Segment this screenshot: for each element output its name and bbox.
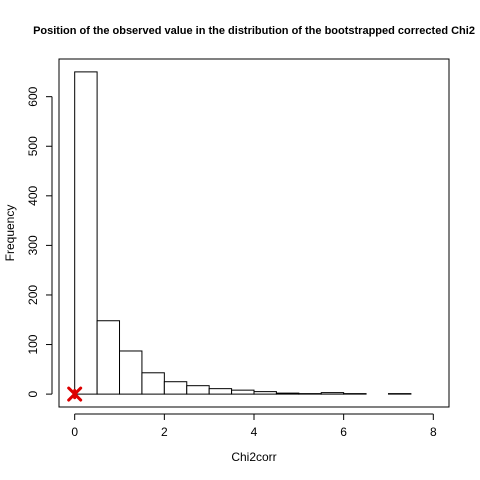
y-tick-label: 200 <box>26 285 40 305</box>
histogram-bar <box>119 350 143 395</box>
x-axis-label: Chi2corr <box>231 450 276 464</box>
histogram-bar <box>275 392 300 395</box>
histogram-bar <box>141 372 165 395</box>
x-tick-label: 8 <box>430 425 437 439</box>
x-tick-label: 2 <box>161 425 168 439</box>
histogram-bar <box>231 389 255 395</box>
chart-title: Position of the observed value in the di… <box>33 25 475 37</box>
x-tick-label: 6 <box>340 425 347 439</box>
y-axis-label: Frequency <box>3 205 17 262</box>
y-tick-label: 100 <box>26 334 40 354</box>
y-tick-label: 500 <box>26 136 40 156</box>
histogram-bar <box>320 392 345 395</box>
histogram-bar <box>253 391 277 395</box>
histogram-bar <box>186 385 210 395</box>
x-tick-label: 4 <box>251 425 258 439</box>
histogram-bar <box>74 71 98 395</box>
plot-frame <box>58 58 450 408</box>
observed-value-star-marker <box>67 386 83 402</box>
observed-value-point <box>67 386 83 402</box>
histogram-bar <box>163 381 188 395</box>
bar-group <box>74 71 412 395</box>
y-tick-label: 300 <box>26 235 40 255</box>
x-axis: 0 2 4 6 8 <box>71 413 437 439</box>
y-tick-label: 600 <box>26 86 40 106</box>
histogram-bar <box>96 320 121 395</box>
y-tick-label: 0 <box>26 390 40 397</box>
y-axis: 0 100 200 300 400 500 600 <box>26 86 53 397</box>
histogram-bar <box>208 388 233 395</box>
x-tick-label: 0 <box>71 425 78 439</box>
y-tick-label: 400 <box>26 185 40 205</box>
